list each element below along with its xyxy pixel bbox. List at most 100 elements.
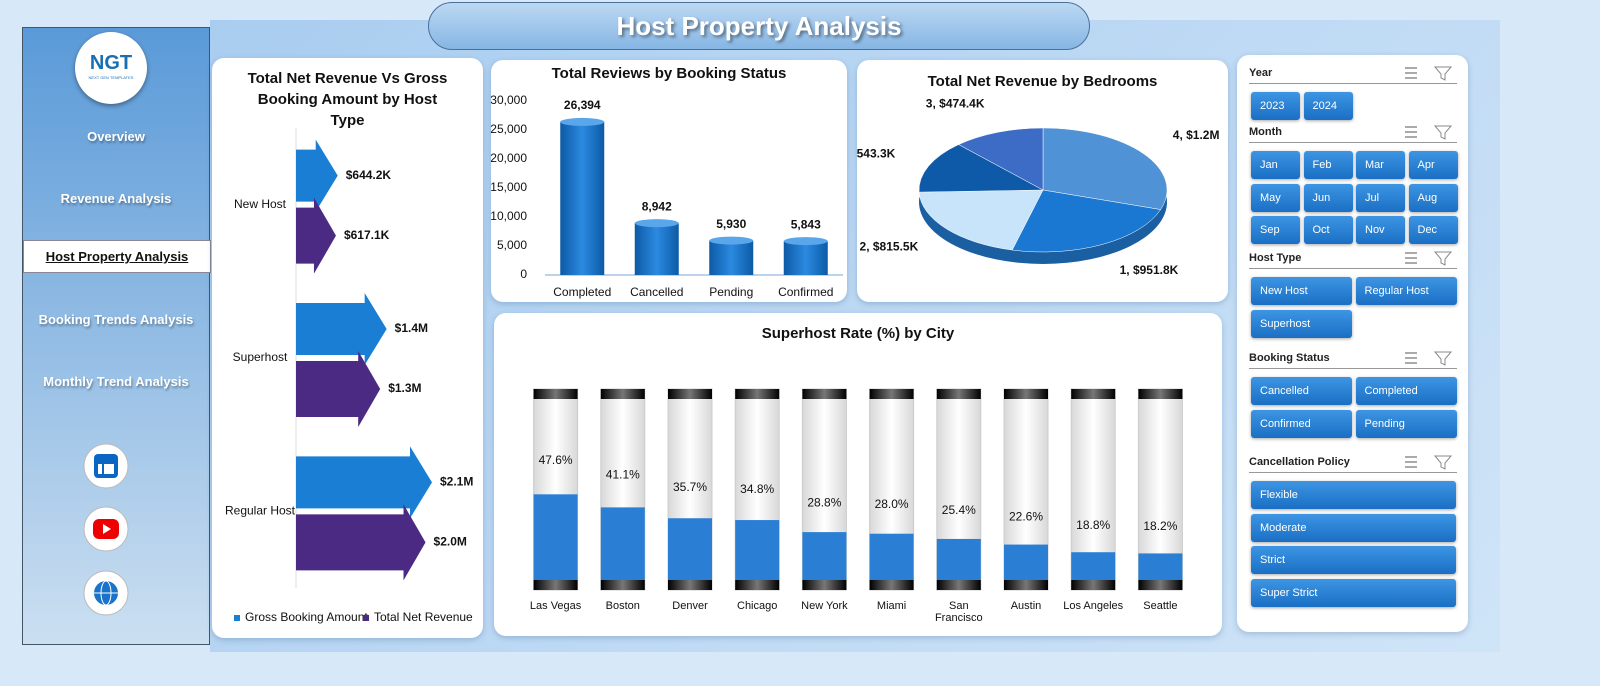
filter-icon[interactable] — [1433, 351, 1453, 366]
filter-icon[interactable] — [1433, 455, 1453, 470]
bar — [869, 533, 914, 580]
pie-value: $474.4K — [939, 97, 985, 111]
slicer-button[interactable]: Jun — [1303, 183, 1353, 212]
slicer-button[interactable]: 2023 — [1251, 92, 1300, 120]
legend-label: Total Net Revenue — [374, 610, 473, 624]
pie-slice — [1042, 127, 1168, 210]
track-cap — [1071, 389, 1116, 399]
track-cap — [668, 580, 712, 590]
track-cap — [1004, 389, 1048, 399]
bar — [783, 241, 828, 275]
slicer-button[interactable]: Oct — [1303, 216, 1353, 244]
slicer-button[interactable]: Sep — [1251, 216, 1300, 244]
filter-icon[interactable] — [1433, 66, 1453, 81]
slicer-panel: Year 2023 2024 Month Jan Feb Mar Apr May Jun Jul Au… — [1237, 55, 1468, 632]
y-tick-label: 5,000 — [497, 238, 527, 252]
logo-tagline: NEXT GEN TEMPLATES — [88, 75, 134, 80]
pie-label: 2, $815.5K — [860, 240, 919, 254]
nav-item[interactable]: Booking Trends Analysis — [38, 312, 194, 327]
track-cap — [600, 389, 645, 399]
slicer-rule — [1249, 268, 1457, 269]
slicer-button[interactable]: Pending — [1355, 409, 1457, 438]
pie-value: $1.2M — [1186, 128, 1219, 142]
track-cap — [1071, 580, 1116, 590]
slicer-button[interactable]: Apr — [1408, 151, 1458, 179]
category-label: Chicago — [737, 600, 778, 612]
slicer-button[interactable]: Aug — [1408, 183, 1458, 212]
slicer-button[interactable]: May — [1251, 183, 1300, 212]
value-label: 34.8% — [740, 482, 774, 496]
slicer-button[interactable]: Jan — [1251, 151, 1300, 179]
bar — [600, 507, 645, 580]
pie-category: 1 — [1120, 263, 1127, 277]
y-tick-label: 15,000 — [491, 180, 527, 194]
pie-slice — [1011, 189, 1162, 253]
track-cap — [936, 580, 981, 590]
value-label: 47.6% — [539, 453, 573, 467]
chart-title: Total Net Revenue by Bedrooms — [927, 73, 1158, 90]
bar-top — [634, 219, 679, 228]
nav-item[interactable]: Overview — [87, 129, 145, 144]
slicer-button[interactable]: Strict — [1251, 546, 1456, 574]
value-label: $644.2K — [346, 168, 392, 182]
category-label: Austin — [1010, 600, 1042, 612]
social-icons — [83, 443, 129, 616]
track-cap — [1138, 389, 1183, 399]
nav-item[interactable]: Revenue Analysis — [60, 191, 172, 206]
value-label: 25.4% — [942, 503, 976, 517]
slicer-button[interactable]: Regular Host — [1355, 277, 1457, 305]
linkedin-glyph — [98, 464, 102, 474]
category-label: Superhost — [233, 350, 288, 364]
slicer-button[interactable]: Dec — [1408, 216, 1458, 244]
slicer-button[interactable]: Feb — [1303, 151, 1353, 179]
value-label: 8,942 — [642, 199, 672, 213]
slicer-button[interactable]: Confirmed — [1251, 409, 1352, 438]
chart-title: Total Net Revenue Vs Gross Booking Amoun… — [247, 70, 448, 129]
slicer-button[interactable]: Nov — [1356, 216, 1405, 244]
pie-label: 5, $543.3K — [857, 147, 896, 161]
y-tick-label: 10,000 — [491, 209, 527, 223]
bar — [296, 504, 426, 581]
bar — [296, 351, 381, 427]
chart-panel: 0 5,000 10,000 15,000 20,000 25,000 30,000 26,3… — [491, 60, 847, 302]
slicer-button[interactable]: Flexible — [1251, 481, 1456, 509]
slicer-button[interactable]: Jul — [1356, 183, 1405, 212]
pie-value: $815.5K — [873, 240, 919, 254]
category-label: New York — [801, 600, 848, 612]
slicer-icons — [1405, 351, 1453, 366]
slicer-button[interactable]: New Host — [1251, 277, 1352, 305]
slicer-button[interactable]: 2024 — [1303, 92, 1353, 120]
value-label: 5,930 — [716, 217, 746, 231]
nav-item[interactable]: Monthly Trend Analysis — [43, 374, 189, 389]
track-cap — [802, 580, 847, 590]
slicer-button[interactable]: Cancelled — [1251, 377, 1352, 405]
bar — [1004, 544, 1048, 580]
category-label: Regular Host — [225, 504, 296, 518]
pie-separator: , — [1179, 128, 1186, 142]
slicer-icons — [1405, 125, 1453, 140]
track-cap — [802, 389, 847, 399]
filter-icon[interactable] — [1433, 125, 1453, 140]
youtube-play — [103, 524, 111, 534]
track-cap — [735, 580, 780, 590]
pie-slice — [918, 144, 1044, 193]
bar — [296, 197, 336, 274]
sidebar: NGT NEXT GEN TEMPLATES Overview Revenue A… — [22, 27, 211, 645]
nav-item[interactable]: Host Property Analysis — [23, 240, 211, 273]
pie-label: 1, $951.8K — [1120, 263, 1179, 277]
filter-icon[interactable] — [1433, 251, 1453, 266]
y-tick-label: 25,000 — [491, 122, 527, 136]
slicer-button[interactable]: Moderate — [1251, 513, 1456, 542]
slicer-button[interactable]: Completed — [1355, 377, 1457, 405]
chart-panel: New Host $644.2K $617.1K Superhost $1.4M $1.3… — [212, 58, 483, 638]
chart-title: Total Reviews by Booking Status — [551, 65, 787, 82]
bar-top — [709, 236, 754, 245]
category-label: San Francisco — [934, 600, 983, 624]
slicer-button[interactable]: Superhost — [1251, 309, 1352, 338]
slicer-icons — [1405, 455, 1453, 470]
pie-separator: , — [932, 97, 939, 111]
bar — [1071, 552, 1116, 580]
value-label: 28.8% — [807, 495, 841, 509]
slicer-button[interactable]: Mar — [1356, 151, 1405, 179]
slicer-button[interactable]: Super Strict — [1251, 578, 1456, 607]
